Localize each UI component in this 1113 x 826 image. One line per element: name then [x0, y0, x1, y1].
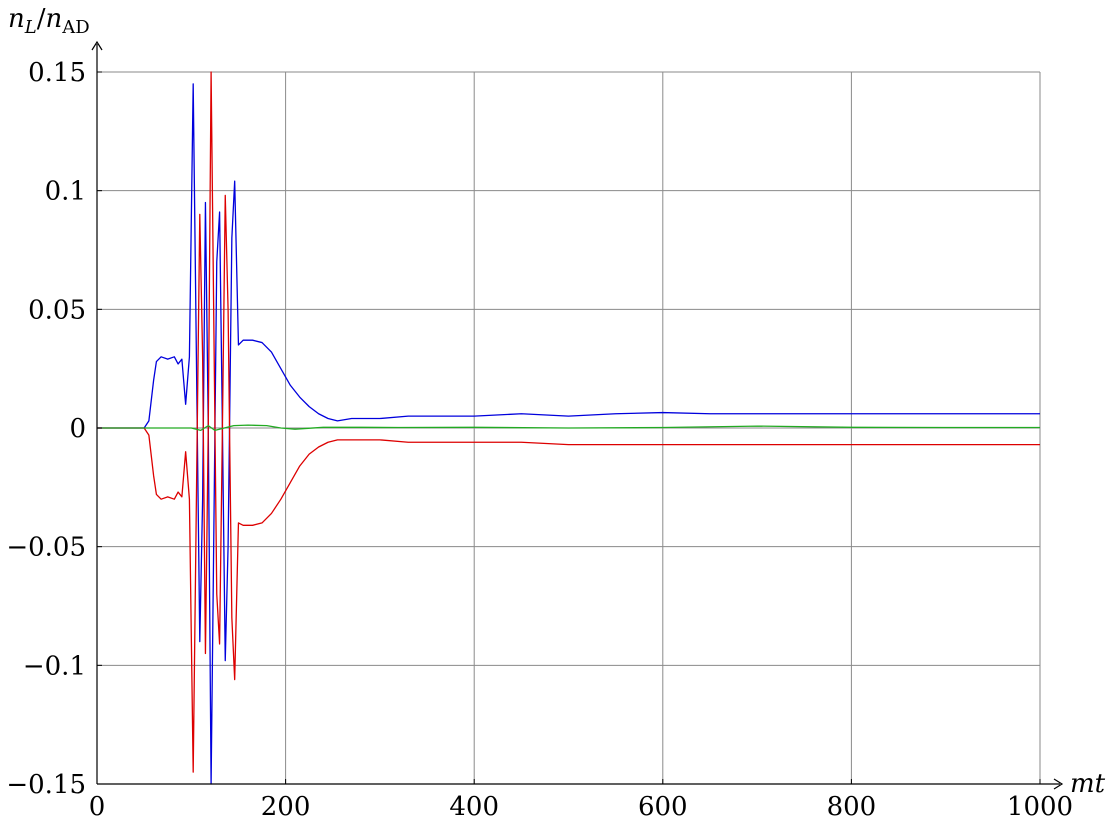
x-tick-label: 400	[449, 792, 499, 822]
x-axis-arrow-icon	[1053, 778, 1064, 790]
y-tick-label: 0.05	[28, 295, 86, 325]
series-line-1	[97, 71, 1040, 773]
x-axis-label: mt	[1070, 769, 1106, 799]
x-tick-label: 800	[827, 792, 877, 822]
y-tick-label: 0.1	[45, 177, 86, 207]
series-group	[97, 71, 1040, 785]
x-tick-label: 0	[89, 792, 106, 822]
series-line-0	[97, 83, 1040, 785]
x-tick-label: 1000	[1007, 792, 1073, 822]
x-tick-label: 200	[261, 792, 311, 822]
y-tick-label: −0.15	[6, 770, 86, 800]
y-axis-label: nL/nAD	[8, 4, 90, 38]
tick-labels: 0 200 400 600 800 1000 0.15 0.1 0.05 0 −0.05 −0.1 −0…	[6, 58, 1073, 822]
y-tick-label: −0.1	[23, 651, 86, 681]
axes	[91, 40, 1064, 790]
y-tick-label: −0.05	[6, 533, 86, 563]
series-line-2	[97, 424, 1040, 432]
x-tick-label: 600	[638, 792, 688, 822]
y-axis-arrow-icon	[91, 40, 103, 51]
y-tick-label: 0.15	[28, 58, 86, 88]
y-tick-label: 0	[69, 414, 86, 444]
